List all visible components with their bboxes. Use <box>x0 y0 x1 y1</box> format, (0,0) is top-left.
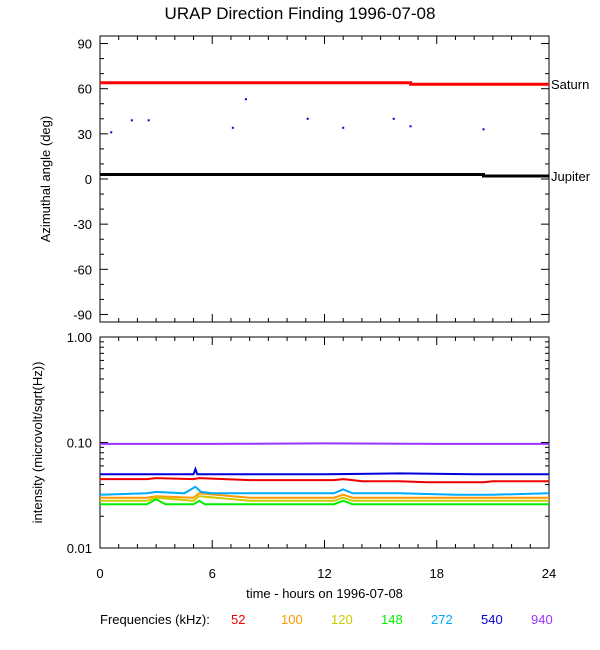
data-point <box>231 126 234 129</box>
series-line-540khz <box>100 466 549 476</box>
y-tick-label: 90 <box>78 37 92 52</box>
x-tick-label: 6 <box>209 566 216 581</box>
data-point <box>342 126 345 129</box>
frequency-legend: Frequencies (kHz): 52 100 120 148 272 540 940 <box>100 612 581 627</box>
series-line-100khz <box>100 492 549 499</box>
data-point <box>130 119 133 122</box>
y-tick-label: 1.00 <box>67 330 92 345</box>
x-tick-label: 18 <box>430 566 444 581</box>
data-point <box>244 98 247 101</box>
legend-item-272khz: 272 <box>431 612 453 627</box>
chart-title: URAP Direction Finding 1996-07-08 <box>164 4 436 23</box>
x-tick-label: 24 <box>542 566 556 581</box>
y-axis-label: intensity (microvolt/sqrt(Hz)) <box>30 362 45 524</box>
x-tick-label: 0 <box>96 566 103 581</box>
y-tick-label: 60 <box>78 82 92 97</box>
y-tick-label: 0.01 <box>67 541 92 556</box>
legend-item-52khz: 52 <box>231 612 246 627</box>
data-point <box>147 119 150 122</box>
y-tick-label: -60 <box>73 262 92 277</box>
y-tick-label: 30 <box>78 127 92 142</box>
series-line-52khz <box>100 477 549 484</box>
data-point <box>482 128 485 131</box>
y-tick-label: 0.10 <box>67 436 92 451</box>
legend-item-148khz: 148 <box>381 612 403 627</box>
x-tick-label: 12 <box>317 566 331 581</box>
y-tick-label: 0 <box>85 172 92 187</box>
x-axis-label: time - hours on 1996-07-08 <box>246 586 403 601</box>
series-label-saturn: Saturn <box>551 77 589 92</box>
legend-item-540khz: 540 <box>481 612 503 627</box>
series-line-940khz <box>100 442 549 445</box>
legend-title: Frequencies (kHz): <box>100 612 210 627</box>
legend-item-100khz: 100 <box>281 612 303 627</box>
y-tick-label: -30 <box>73 217 92 232</box>
series-line-120khz <box>100 495 549 502</box>
series-line-jupiter <box>100 173 549 178</box>
data-point <box>110 131 113 134</box>
series-line-saturn <box>100 81 549 86</box>
series-line-148khz <box>100 498 549 506</box>
y-axis-label: Azimuthal angle (deg) <box>38 116 53 242</box>
y-tick-label: -90 <box>73 307 92 322</box>
legend-item-940khz: 940 <box>531 612 553 627</box>
data-point <box>409 125 412 128</box>
data-point <box>306 117 309 120</box>
series-line-272khz <box>99 485 550 496</box>
data-point <box>392 117 395 120</box>
legend-item-120khz: 120 <box>331 612 353 627</box>
top-panel-frame <box>99 35 550 323</box>
series-label-jupiter: Jupiter <box>551 169 591 184</box>
